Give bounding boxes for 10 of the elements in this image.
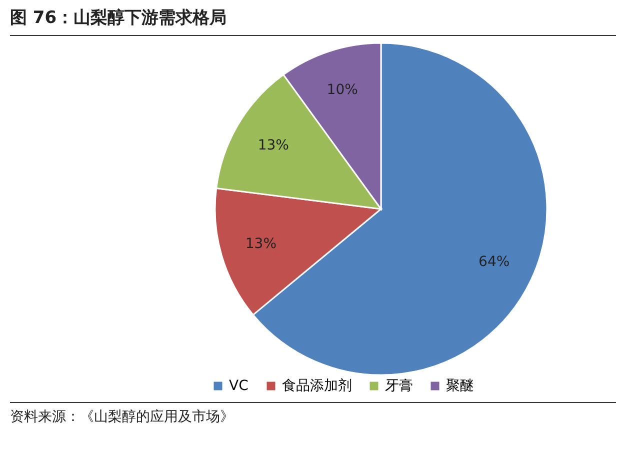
legend-label: VC [229,378,249,394]
text: 资料来源：《山梨醇的应用及市场》 [10,402,616,426]
data-label: 13% [245,236,277,252]
legend-label: 聚醚 [446,378,474,394]
legend-label: 食品添加剂 [282,378,352,394]
legend-label: 牙膏 [385,378,413,394]
chart-title: 图 76：山梨醇下游需求格局 [10,6,616,36]
data-label: 64% [478,254,510,270]
data-label: 10% [326,82,358,98]
data-label: 13% [258,137,289,154]
